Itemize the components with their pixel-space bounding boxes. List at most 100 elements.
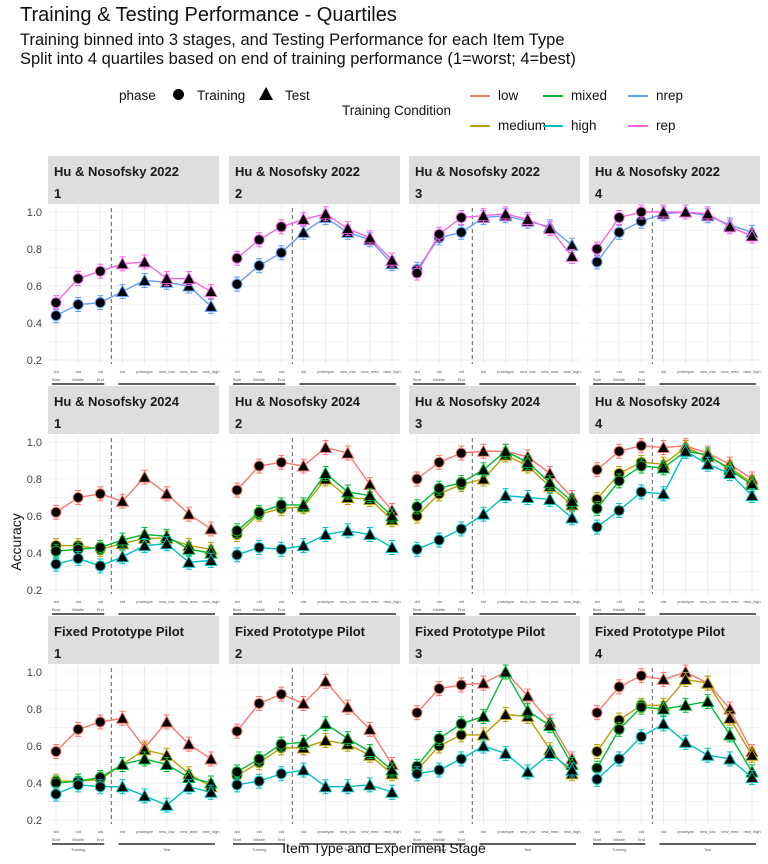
data-point-training	[433, 228, 445, 240]
x-tick-label: old	[256, 829, 261, 834]
x-tick-label: old	[436, 829, 441, 834]
data-point-test	[137, 788, 152, 802]
x-tick-label: new_low	[159, 829, 175, 834]
data-point-test	[656, 204, 671, 218]
y-tick-label: 0.4	[27, 548, 42, 560]
stage-label: Start	[52, 837, 61, 842]
x-tick-label: old	[256, 369, 261, 374]
x-tick-label: old	[639, 369, 644, 374]
stage-label: Middle	[433, 837, 446, 842]
legend-condition-title: Training Condition	[342, 103, 452, 118]
data-point-training	[275, 738, 287, 750]
legend-label-medium: medium	[498, 118, 547, 133]
data-point-test	[700, 457, 715, 470]
data-point-test	[678, 698, 693, 711]
data-point-training	[455, 753, 467, 765]
y-tick-label: 0.2	[27, 355, 42, 367]
facet-experiment-label: Hu & Nosofsky 2024	[54, 394, 180, 409]
data-point-training	[433, 482, 445, 494]
data-point-test	[656, 701, 671, 715]
stage-label: Start	[593, 377, 602, 382]
data-point-training	[591, 521, 603, 533]
data-point-test	[565, 494, 579, 507]
x-tick-label: old	[661, 369, 666, 374]
data-point-test	[565, 249, 579, 262]
facet-quartile-label: 1	[54, 416, 61, 431]
stage-label: Start	[233, 837, 242, 842]
data-point-training	[635, 486, 647, 498]
chart-subtitle: Training binned into 3 stages, and Testi…	[20, 31, 760, 69]
data-point-training	[635, 206, 647, 218]
training-group-label: Training	[612, 847, 626, 852]
x-tick-label: prototype	[136, 599, 153, 604]
data-point-test	[363, 230, 377, 244]
data-point-test	[340, 221, 355, 235]
facet-strip	[48, 156, 219, 204]
data-point-training	[433, 456, 445, 468]
x-tick-label: old	[256, 599, 261, 604]
data-point-test	[137, 751, 152, 765]
data-point-training	[231, 278, 243, 290]
x-tick-label: old	[234, 599, 239, 604]
data-point-test	[363, 722, 377, 735]
data-point-training	[455, 679, 467, 691]
stage-label: Start	[593, 837, 602, 842]
x-tick-label: new_med	[361, 599, 378, 604]
data-point-training	[275, 221, 287, 233]
data-point-training	[72, 553, 84, 565]
data-point-test	[182, 779, 196, 793]
stage-label: Middle	[253, 837, 266, 842]
data-point-test	[115, 284, 130, 298]
data-point-test	[363, 744, 377, 758]
facet-experiment-label: Fixed Prototype Pilot	[595, 624, 726, 639]
data-point-test	[520, 764, 535, 778]
facet-strip	[589, 616, 760, 664]
facet-strip	[48, 616, 219, 664]
x-tick-label: old	[459, 369, 464, 374]
data-point-test	[115, 494, 130, 507]
data-point-training	[253, 775, 265, 787]
data-point-training	[455, 523, 467, 535]
data-point-training	[231, 766, 243, 778]
data-point-test	[700, 206, 715, 220]
data-point-training	[50, 788, 62, 800]
legend-label-low: low	[498, 88, 519, 103]
data-point-training	[613, 681, 625, 693]
stage-label: Start	[52, 607, 61, 612]
data-point-test	[115, 711, 130, 724]
data-point-test	[385, 785, 399, 798]
data-point-test	[204, 299, 218, 312]
data-point-test	[115, 533, 130, 546]
stage-label: Middle	[72, 607, 85, 612]
x-tick-label: new_low	[340, 369, 356, 374]
data-point-training	[613, 212, 625, 224]
x-tick-label: new_med	[541, 369, 558, 374]
facet-panel: Hu & Nosofsky 2024 2 old old old old prototype…	[229, 386, 401, 622]
data-point-training	[94, 488, 106, 500]
facet-quartile-label: 2	[235, 416, 242, 431]
y-axis-label: Accuracy	[8, 513, 24, 571]
data-point-test	[565, 763, 579, 776]
y-tick-label: 0.6	[27, 511, 42, 523]
facet-quartile-label: 1	[54, 186, 61, 201]
facet-quartile-label: 3	[415, 416, 422, 431]
y-tick-label: 0.2	[27, 585, 42, 597]
x-tick-label: new_med	[361, 369, 378, 374]
data-point-test	[363, 527, 377, 540]
x-tick-label: old	[414, 829, 419, 834]
stage-label: Start	[413, 607, 422, 612]
test-group-label: Test	[163, 847, 171, 852]
facet-experiment-label: Fixed Prototype Pilot	[54, 624, 185, 639]
data-point-test	[296, 735, 311, 748]
x-tick-label: old	[459, 599, 464, 604]
x-tick-label: old	[436, 369, 441, 374]
test-group-label: Test	[524, 847, 532, 852]
x-tick-label: prototype	[677, 599, 694, 604]
x-tick-label: new_high	[743, 599, 760, 604]
data-point-training	[94, 265, 106, 277]
data-point-training	[253, 697, 265, 709]
subtitle-line-1: Training binned into 3 stages, and Testi…	[20, 31, 565, 49]
data-point-test	[159, 536, 174, 550]
x-tick-label: new_med	[541, 829, 558, 834]
x-tick-label: prototype	[136, 829, 153, 834]
